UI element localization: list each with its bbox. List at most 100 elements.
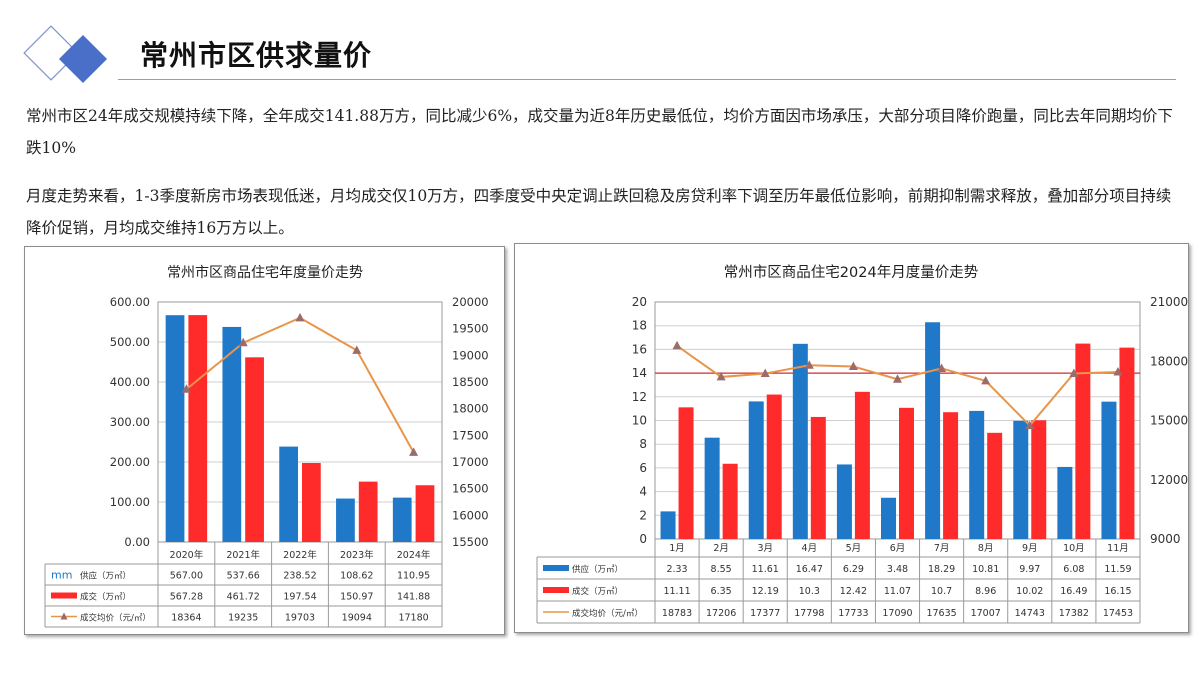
y-tick-label: 300.00 [110,415,150,429]
price-point [716,371,726,381]
category-label: 2020年 [170,549,204,561]
data-label: 17007 [971,608,1001,619]
price-point [1069,368,1079,377]
annual-volume-price-chart: 常州市区商品住宅年度量价走势 600.00 500.00 400.00 300.00 20… [44,264,489,628]
category-label: 2024年 [397,549,431,561]
y-tick-label: 200.00 [110,455,150,469]
y-tick-label: 100.00 [110,495,150,509]
y2-tick-label: 16500 [452,482,489,496]
legend-label: 成交均价（元/㎡） [572,608,643,619]
deal-bar [943,412,959,539]
data-label: 6.29 [843,564,864,575]
data-label: 12.42 [840,586,867,597]
data-label: 18.29 [928,564,955,575]
data-label: 17733 [838,608,868,619]
y-tick-label: 0.00 [124,535,150,549]
data-label: 17377 [750,608,780,619]
y-tick-label: 20 [632,295,647,309]
data-label: 108.62 [340,571,373,582]
supply-bar [222,326,242,542]
data-label: 17090 [882,608,912,619]
data-label: 18783 [662,608,692,619]
price-line [676,344,1118,428]
data-label: 567.28 [170,592,203,603]
category-label: 9月 [1022,543,1038,554]
y2-tick-label: 18000 [452,402,489,416]
data-label: 16.15 [1104,586,1131,597]
data-label: 461.72 [227,592,260,603]
y2-tick-label: 15000 [1150,414,1188,428]
legend-key-swatch [543,565,569,571]
price-point [804,360,814,369]
supply-bar [1101,401,1117,539]
price-point [181,384,191,393]
data-label: 11.07 [884,586,911,597]
deal-bar [1075,343,1091,539]
deal-bar [245,357,264,542]
price-point [409,447,419,456]
supply-bar [925,322,941,539]
legend-label: 供应（万㎡） [80,571,131,582]
category-label: 1月 [669,543,685,554]
price-point [893,374,902,383]
y2-tick-label: 18000 [1150,354,1188,368]
y-tick-label: 12 [632,390,647,404]
title-divider [118,79,1176,80]
category-label: 11月 [1107,543,1129,554]
y-tick-label: 16 [632,342,647,356]
data-label: 537.66 [227,571,260,582]
deal-bar [1119,347,1135,539]
category-label: 8月 [978,543,994,554]
y2-tick-label: 21000 [1150,295,1188,309]
price-point [672,340,682,350]
deal-bar [302,462,321,542]
data-label: 150.97 [340,592,373,603]
supply-bar [836,464,852,539]
price-point [1025,420,1035,430]
y-tick-label: 2 [639,508,647,522]
deal-bar [987,432,1003,539]
chart-title: 常州市区商品住宅年度量价走势 [167,264,363,281]
data-label: 17180 [398,613,428,624]
supply-bar [279,446,298,542]
deal-bar [415,485,435,542]
category-label: 5月 [846,543,862,554]
legend-key-text: mm [51,569,72,582]
data-label: 141.88 [397,592,430,603]
price-point [352,345,362,354]
data-label: 11.11 [663,586,690,597]
deal-bar [358,481,378,542]
data-label: 12.19 [752,586,779,597]
price-point [981,375,991,385]
data-label: 17453 [1103,608,1133,619]
data-label: 16.49 [1060,586,1087,597]
legend-key-swatch [51,592,77,599]
category-label: 4月 [802,543,818,554]
data-label: 10.02 [1016,586,1043,597]
price-point [848,361,858,371]
summary-paragraph: 常州市区24年成交规模持续下降，全年成交141.88万方，同比减少6%，成交量为… [26,107,1173,157]
deal-bar [899,407,914,539]
data-label: 8.96 [975,586,996,597]
y-tick-label: 400.00 [110,375,150,389]
data-label: 16.47 [796,564,823,575]
data-label: 197.54 [283,592,316,603]
supply-bar [704,437,720,539]
supply-bar [792,343,808,539]
monthly-chart-panel: 常州市区商品住宅2024年月度量价走势 20 18 16 14 12 10 8 6 4 2 0 2100… [514,243,1189,633]
y-tick-label: 0 [639,532,647,546]
data-label: 6.35 [711,586,732,597]
y-tick-label: 10 [632,414,647,428]
category-label: 2021年 [226,549,260,561]
price-point [760,368,770,378]
y-tick-label: 14 [632,366,647,380]
y2-tick-label: 9000 [1150,532,1181,546]
y2-tick-label: 19000 [452,348,489,362]
data-label: 18364 [171,613,201,624]
deal-bar [188,315,208,542]
supply-bar [392,497,412,542]
deal-bar [1031,420,1047,539]
annual-chart-panel: 常州市区商品住宅年度量价走势 600.00 500.00 400.00 300.00 20… [24,246,505,635]
legend-key-swatch [543,587,569,593]
supply-bar [969,410,985,539]
